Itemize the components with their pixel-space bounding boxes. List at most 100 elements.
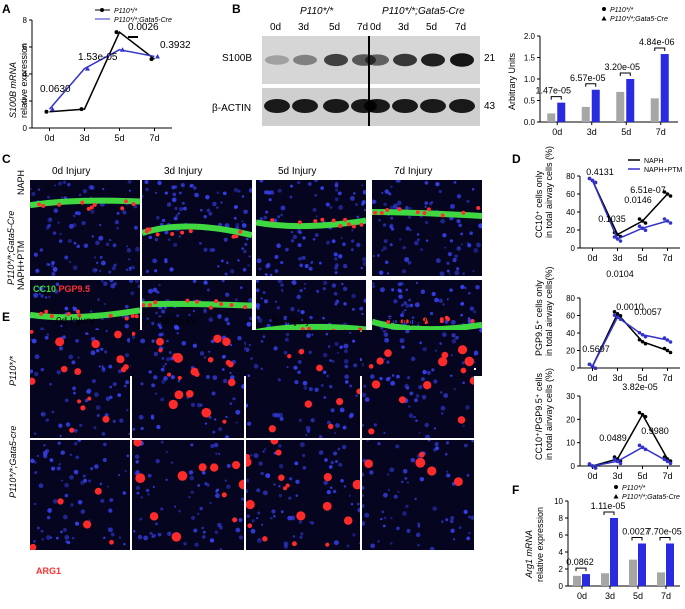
f-bracket [603, 511, 615, 515]
d0-xtick-label: 5d [637, 253, 647, 263]
d-series-line [591, 180, 668, 240]
b-band-actin [323, 99, 349, 113]
d-point [612, 313, 617, 318]
b-ytick-label: 0.0 [524, 118, 536, 127]
b-ytick-label: 2.0 [524, 32, 536, 41]
d0-xtick-label: 7d [662, 253, 672, 263]
c-col-label: 5d Injury [278, 166, 317, 177]
d-legend-naph: NAPH [644, 158, 663, 165]
a-series-line [49, 30, 155, 113]
e-content [246, 440, 360, 549]
b-pvalue: 4.84e-06 [639, 37, 675, 47]
d-pvalue: 0.1035 [598, 214, 626, 224]
d-point [643, 447, 648, 452]
a-ytick-label: 6 [23, 43, 28, 52]
d1-xtick-label: 5d [637, 373, 647, 383]
d0-ytick-label: 40 [566, 208, 575, 217]
d2-ytick-label: 10 [566, 439, 575, 448]
c-stain-pgp95: PGP9.5 [58, 284, 91, 294]
d0-xtick-label: 0d [587, 253, 597, 263]
f-ytick-label: 6 [559, 531, 564, 540]
d-pvalue: 6.51e-07 [630, 185, 666, 195]
f-bar [657, 572, 665, 586]
d-point [612, 235, 617, 239]
b-legend-wt: P110*/* [610, 7, 633, 14]
d1-xtick-label: 7d [662, 373, 672, 383]
d-point [593, 366, 598, 371]
b-band-actin [449, 99, 475, 113]
e-tile [30, 440, 130, 550]
d0-xtick-label: 3d [612, 253, 622, 263]
f-bar [573, 575, 581, 586]
d-point [637, 410, 642, 415]
a-point [114, 30, 119, 35]
d-series-line [591, 180, 669, 236]
d-point [643, 414, 648, 419]
d1-ytick-label: 80 [566, 294, 575, 303]
b-kd-21: 21 [484, 53, 496, 64]
d-pvalue: 0.0104 [606, 269, 634, 279]
d-point [668, 194, 673, 198]
d-point [612, 457, 617, 462]
d2-ytick-label: 0 [571, 462, 576, 471]
c-col-label: 3d Injury [164, 166, 203, 177]
d-point [587, 362, 592, 367]
d0-ytick-label: 60 [566, 190, 575, 199]
e-content [246, 331, 360, 438]
b-band-actin [292, 99, 318, 113]
d-point [615, 311, 620, 316]
e-tile [362, 330, 474, 438]
b-bracket [619, 72, 631, 76]
a-point [79, 107, 84, 112]
panel-letter-a: A [2, 2, 11, 16]
d-point [593, 180, 598, 185]
b-bar [660, 54, 669, 123]
f-xtick-label: 7d [661, 591, 671, 601]
d-point [662, 346, 667, 351]
c-tile [30, 180, 140, 276]
d-point [662, 190, 667, 194]
a-xtick-label: 7d [149, 133, 159, 143]
f-bracket [659, 537, 671, 541]
b-band-actin [420, 99, 446, 113]
e-content [362, 440, 474, 550]
b-band-s100b [293, 54, 317, 66]
d2-ytick-label: 20 [566, 415, 575, 424]
d-point [637, 217, 642, 221]
d-point [612, 309, 617, 314]
b-band-s100b [365, 54, 389, 66]
d-point [665, 338, 670, 342]
panel-letter-e: E [2, 310, 11, 324]
a-point [149, 57, 154, 62]
f-xtick-label: 0d [577, 591, 587, 601]
f-ytick-label: 2 [559, 565, 564, 574]
d-point [665, 192, 670, 196]
d1-ytick-label: 0 [571, 364, 576, 373]
f-bar [601, 573, 609, 586]
b-bar [616, 91, 625, 122]
b-band-s100b [421, 53, 445, 67]
b-pvalue: 1.47e-05 [535, 86, 571, 96]
f-xtick-label: 3d [605, 591, 615, 601]
d-point [618, 313, 623, 318]
d-pvalue: 3.82e-05 [622, 382, 658, 392]
d-point [637, 337, 642, 342]
a-xtick-label: 5d [114, 133, 124, 143]
d-point [668, 350, 673, 355]
e-col-label: 3d Injury [158, 316, 197, 327]
f-ytick-label: 0 [559, 582, 564, 591]
b-day-label: 0d [270, 22, 282, 33]
b-xtick-label: 5d [621, 127, 631, 137]
f-legend-marker-cre [613, 494, 619, 499]
f-bar [629, 559, 637, 586]
a-pvalue: 0.0026 [128, 22, 159, 33]
b-bar [650, 98, 659, 122]
f-legend-cre: P110*/*;Gata5-Cre [622, 494, 680, 501]
a-xtick-label: 3d [79, 133, 89, 143]
b-group1: P110*/* [300, 6, 334, 17]
d-point [640, 445, 645, 450]
d2-xtick-label: 3d [612, 471, 622, 481]
b-band-s100b [393, 53, 417, 67]
